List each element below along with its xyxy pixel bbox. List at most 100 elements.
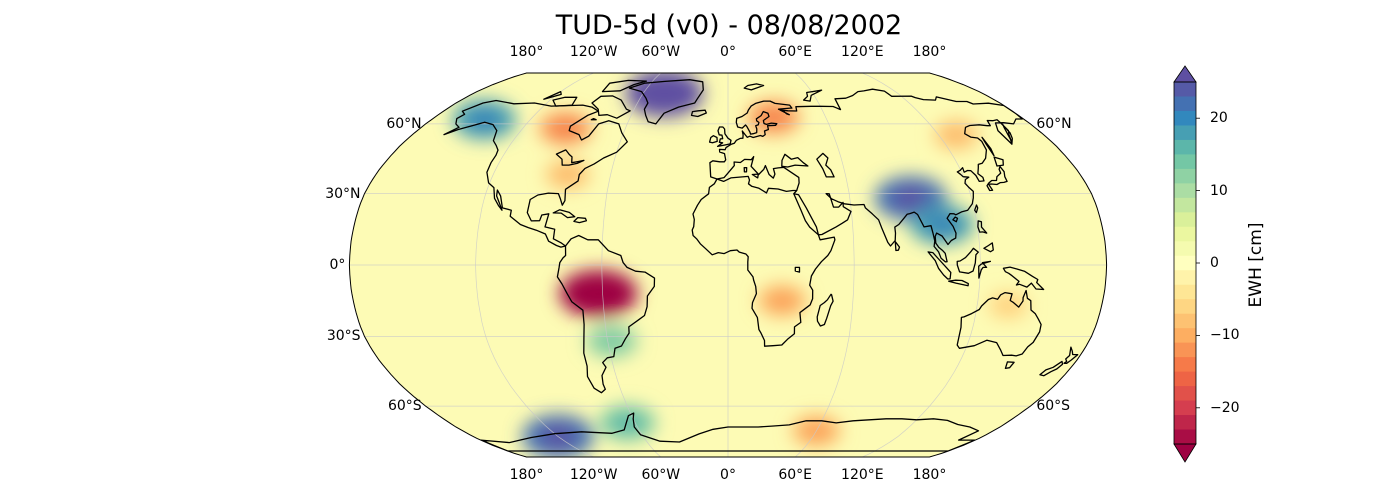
lon-label-bottom: 60°E [778, 467, 812, 483]
anomaly-core-6 [771, 293, 794, 308]
coastline-sardinia [743, 167, 748, 173]
anomaly-core-5 [599, 333, 624, 349]
coastline-antarctica [480, 412, 980, 452]
lon-label-bottom: 0° [720, 467, 736, 483]
coastline-caspian [816, 152, 835, 178]
lat-label-left: 30°N [325, 185, 361, 202]
coastline-new-zealand-s [1039, 360, 1064, 377]
colorbar-segment [1174, 241, 1196, 257]
lon-label-bottom: 180° [509, 467, 544, 483]
anomaly-core-4 [579, 282, 617, 306]
coastline-madagascar [816, 293, 834, 327]
coastline-cuba [552, 209, 576, 219]
coastline-banks [543, 90, 562, 100]
coastline-hispaniola [573, 216, 588, 224]
colorbar-segment [1174, 125, 1196, 141]
lon-label-bottom: 120°W [569, 467, 618, 483]
coastline-british-isles [716, 126, 732, 148]
colorbar-segment [1174, 96, 1196, 112]
lon-label-top: 120°W [569, 44, 618, 60]
colorbar [1173, 65, 1200, 463]
colorbar-segment [1174, 284, 1196, 300]
coastline-great-lakes [555, 149, 585, 166]
lat-label-left: 30°S [326, 328, 361, 345]
coastline-black-sea [781, 153, 809, 168]
colorbar-segment [1174, 386, 1196, 402]
coastline-tasmania [1004, 361, 1015, 370]
coastline-north-america [443, 99, 628, 248]
lon-label-top: 120°E [841, 44, 884, 60]
colorbar-label: EWH [cm] [1246, 222, 1266, 308]
colorbar-segment [1174, 212, 1196, 228]
coastline-new-guinea [1002, 266, 1045, 291]
meridian--60 [601, 73, 662, 457]
coastline-philippines [977, 220, 988, 234]
meridian--120 [475, 73, 594, 457]
lon-label-top: 0° [720, 44, 736, 60]
lon-label-top: 180° [912, 44, 947, 60]
coastline-novaya-zemlya [802, 89, 823, 102]
lat-label-left: 0° [329, 257, 346, 273]
colorbar-segment [1174, 429, 1196, 445]
lat-label-left: 60°S [387, 398, 422, 415]
coastline-new-zealand-n [1063, 346, 1079, 364]
meridian-60 [794, 73, 855, 457]
coastline-victoria-isl [552, 96, 578, 107]
colorbar-segment [1174, 342, 1196, 358]
anomaly-core-0 [645, 81, 683, 105]
colorbar-segment [1174, 415, 1196, 431]
anomaly-core-8 [893, 187, 928, 209]
lon-label-bottom: 180° [912, 467, 947, 483]
lat-label-right: 60°S [1036, 398, 1071, 415]
coastline-lake-victoria [794, 266, 801, 273]
coastline-java [948, 279, 969, 287]
coastline-baffin [591, 95, 631, 119]
colorbar-segment [1174, 371, 1196, 387]
coastline-africa [691, 175, 836, 347]
lon-label-bottom: 120°E [841, 467, 884, 483]
lat-label-right: 60°N [1036, 115, 1072, 132]
colorbar-segment [1174, 299, 1196, 315]
coastline-taiwan [974, 204, 979, 214]
colorbar-tick-label: 0 [1210, 255, 1219, 271]
coastline-eurasia [709, 88, 1023, 263]
colorbar-extend-max [1173, 65, 1197, 83]
coastline-mindanao [983, 242, 994, 253]
anomaly-core-11 [999, 299, 1018, 312]
colorbar-segment [1174, 110, 1196, 127]
colorbar-segment [1174, 270, 1196, 286]
coastline-sumatra [927, 251, 952, 280]
coastline-ellesmere [601, 79, 648, 93]
colorbar-extend-min [1173, 443, 1197, 463]
colorbar-segment [1174, 82, 1196, 98]
coastline-sicily [751, 173, 759, 179]
coastline-borneo [956, 247, 979, 274]
coastline-svalbard [743, 83, 765, 91]
colorbar-segment [1174, 313, 1196, 329]
coastline-sakhalin [981, 136, 995, 157]
map-title: TUD-5d (v0) - 08/08/2002 [555, 10, 903, 41]
colorbar-segment [1174, 154, 1196, 170]
anomaly-core-10 [946, 128, 967, 142]
colorbar-segment [1174, 168, 1196, 184]
lon-label-top: 180° [509, 44, 544, 60]
colorbar-segment [1174, 400, 1196, 416]
colorbar-segment [1174, 328, 1196, 344]
coastline-hudson-bay-isl [590, 117, 597, 121]
anomaly-core-9 [926, 215, 957, 234]
coastline-ireland [708, 135, 718, 144]
coastline-hokkaido [993, 156, 1004, 167]
coastline-sri-lanka [894, 241, 901, 252]
globe-border [348, 72, 1108, 458]
colorbar-segment [1174, 226, 1196, 242]
colorbar-segment [1174, 255, 1196, 271]
lat-label-left: 60°N [386, 115, 422, 132]
coastline-south-america [556, 234, 656, 394]
coastline-greenland [628, 79, 704, 125]
anomaly-core-2 [553, 120, 578, 136]
coastline-hainan [952, 216, 959, 223]
lon-label-bottom: 60°W [641, 467, 681, 483]
colorbar-tick-label: −20 [1210, 399, 1240, 416]
colorbar-segment [1174, 357, 1196, 373]
